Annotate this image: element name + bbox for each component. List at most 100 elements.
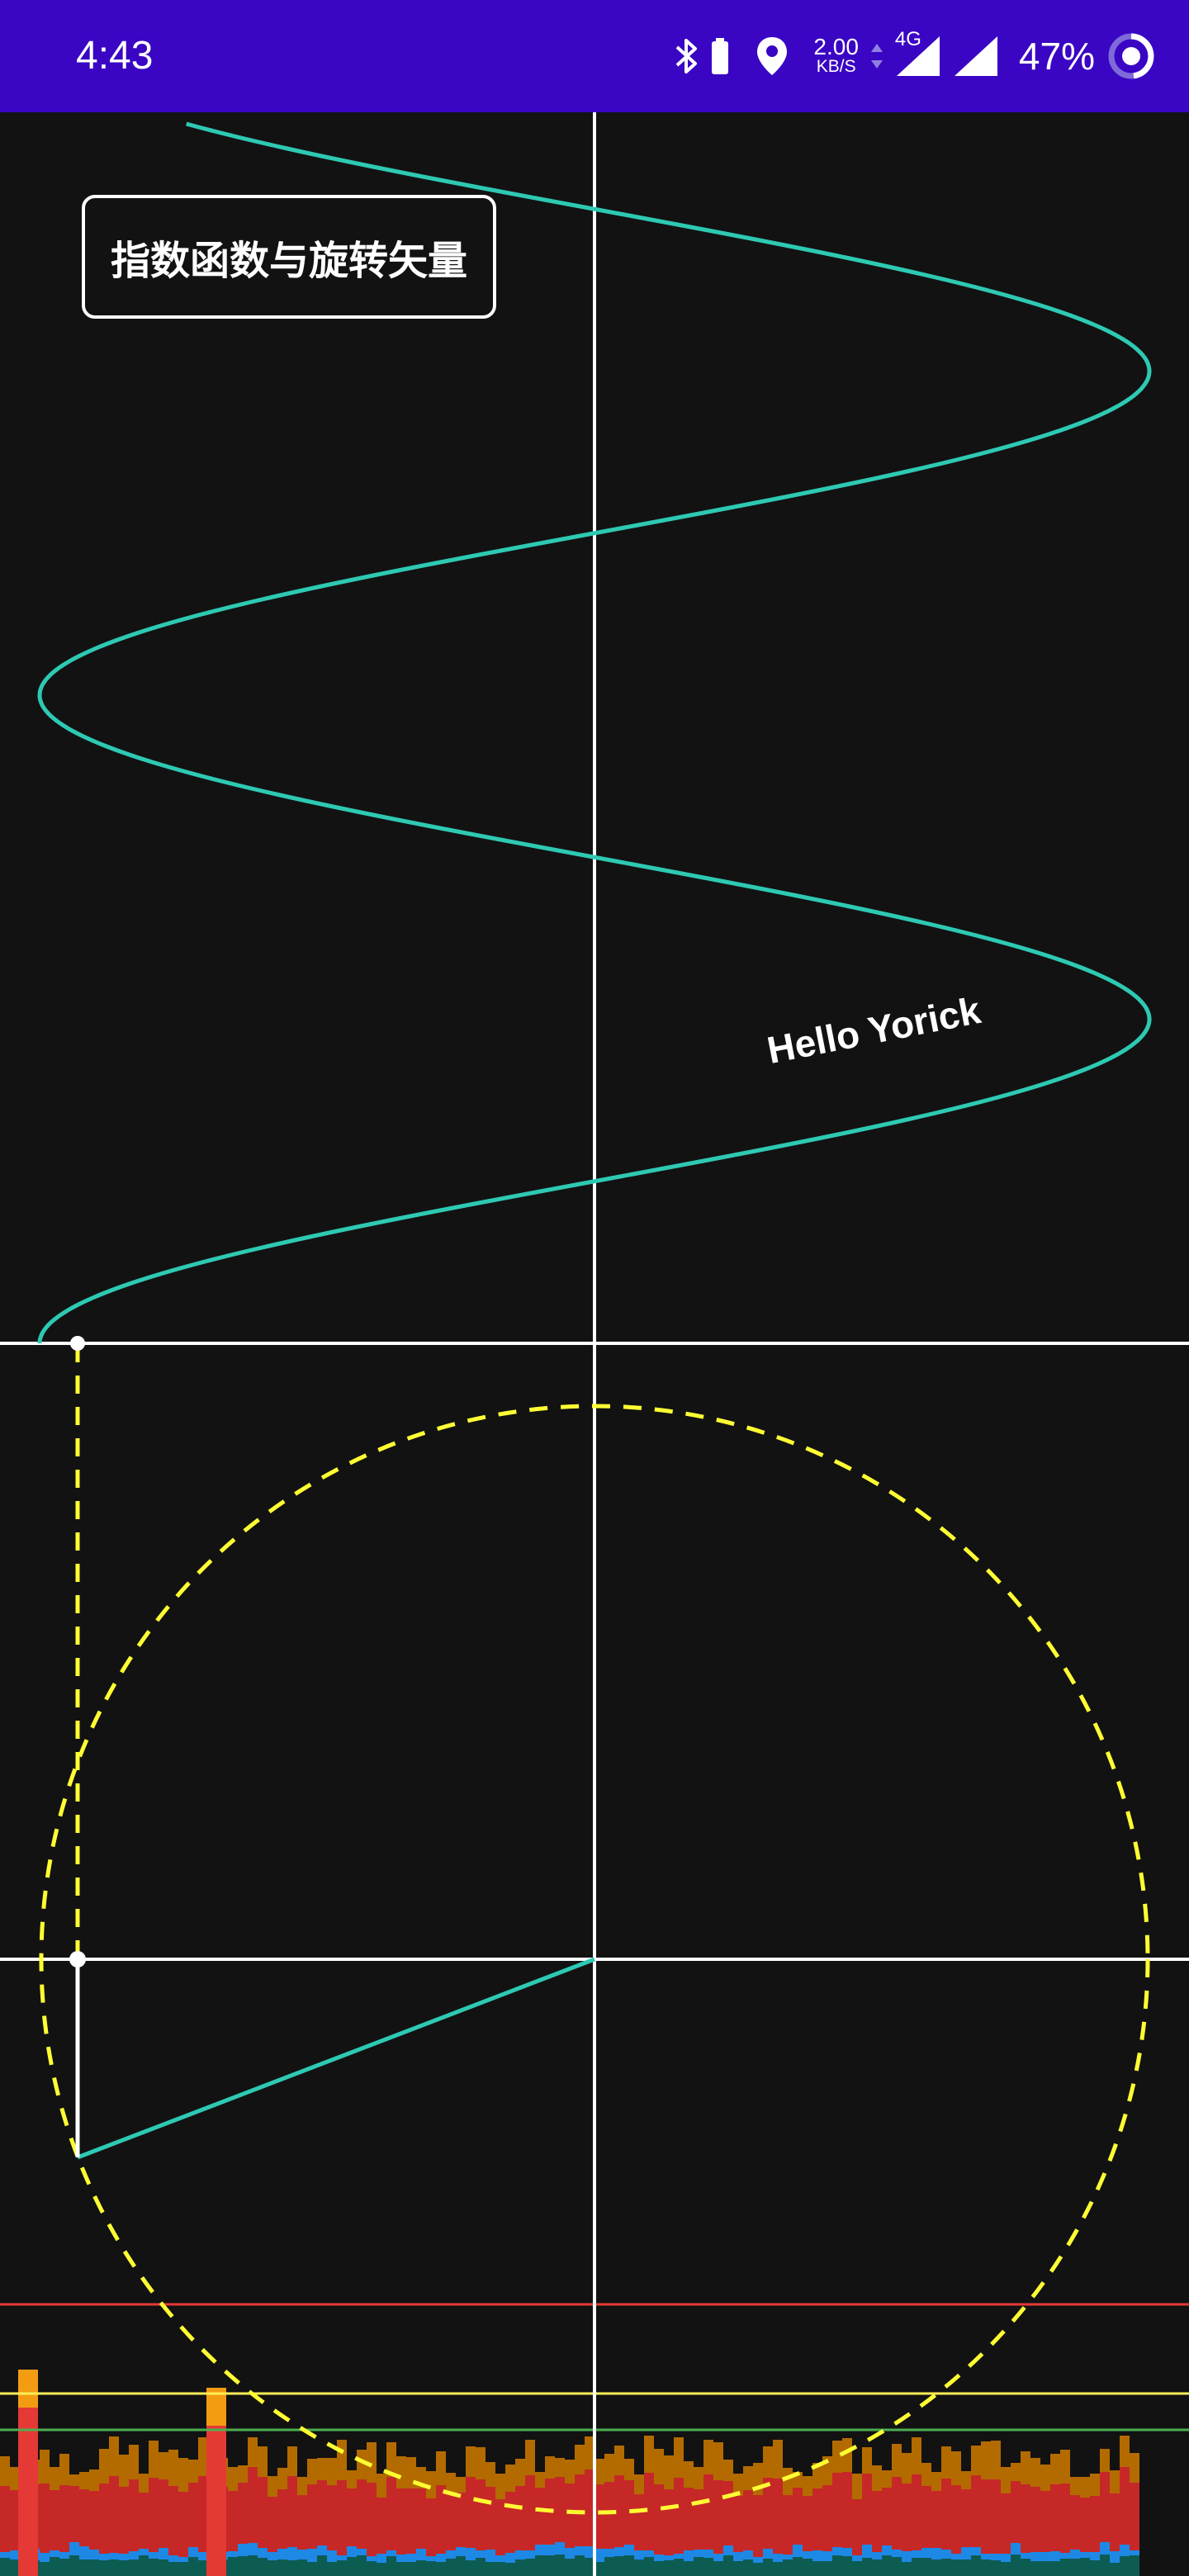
profile-bar-segment [773,2562,783,2576]
profile-bar-segment [505,2492,515,2553]
profile-bar-segment [0,2552,10,2558]
profile-bar-segment [862,2474,872,2545]
profile-bar-segment [931,2472,941,2491]
profile-bar-segment [842,2438,852,2472]
profile-bar-segment [951,2559,961,2576]
profile-bar-segment [872,2552,882,2559]
profile-bar-segment [228,2551,238,2557]
profile-bar-segment [456,2477,466,2493]
profile-bar-segment [941,2446,951,2479]
profile-bar-segment [654,2449,664,2484]
profile-bar-segment [822,2485,832,2551]
profile-bar-segment [674,2554,684,2559]
profile-bar-segment [357,2479,367,2549]
battery-ring-icon [1106,31,1156,81]
profile-bar-segment [694,2467,703,2489]
profile-bar-segment [367,2442,377,2483]
profile-bar-segment [783,2468,793,2495]
network-speed-unit: KB/S [816,57,856,76]
profile-bar-segment [743,2466,753,2490]
status-bar: 4:43 2.00 KB/S [0,0,1189,112]
profile-bar-segment [654,2555,664,2561]
profile-bar-segment [59,2559,69,2576]
profile-bar-segment [515,2459,525,2486]
profile-bar-segment [1050,2484,1060,2551]
profile-bar-segment [981,2479,991,2554]
profile-bar-segment [803,2551,812,2559]
profile-bar-segment [892,2477,902,2550]
profile-bar-segment [327,2485,337,2550]
profile-bar-segment [446,2473,456,2493]
profile-bar-segment [812,2488,822,2550]
profile-bar-segment [585,2558,594,2576]
profile-bar-segment [10,2550,20,2559]
profile-bar-segment [832,2555,842,2576]
signal-icon [896,36,940,76]
profile-bar-segment [713,2480,723,2554]
profile-bar-segment [109,2476,119,2553]
profile-bar-segment [109,2553,119,2559]
profile-bar-segment [59,2552,69,2559]
profile-bar-segment [178,2557,188,2562]
profile-bar-segment [951,2485,961,2554]
profile-bar-segment [525,2440,535,2475]
title-button[interactable]: 指数函数与旋转矢量 [82,195,496,319]
profile-bar-segment [852,2561,862,2576]
profile-bar-segment [703,2474,713,2550]
status-icons: 2.00 KB/S 4G 47% [675,25,1156,88]
profile-bar-segment [971,2547,981,2555]
profile-bar-segment [812,2550,822,2561]
profile-bar-segment [1090,2496,1100,2552]
profile-bar-segment [327,2458,337,2485]
profile-bar-segment [228,2557,238,2576]
profile-bar-segment [882,2470,892,2488]
profile-bar-segment [317,2555,327,2576]
profile-bar-segment [921,2486,931,2548]
profile-bar-segment [981,2441,991,2479]
profile-bar-segment [10,2490,20,2550]
profile-bar-segment [40,2553,50,2562]
profile-bar-segment [188,2547,198,2557]
profile-bar-segment [842,2556,852,2576]
profile-bar-segment [277,2489,287,2549]
profile-bar-segment [892,2557,902,2576]
profile-bar-segment [921,2558,931,2576]
profile-bar-segment [495,2499,505,2555]
profile-bar-segment [1021,2484,1030,2553]
profile-bar-segment [1060,2484,1070,2553]
profile-bar-segment [624,2555,634,2576]
profile-bar-segment [238,2465,248,2483]
profile-bar-segment [862,2545,872,2558]
profile-bar-segment [89,2491,99,2550]
profile-bar-segment [1080,2552,1090,2558]
profile-bar-segment [40,2484,50,2553]
profile-bar-segment [1120,2545,1130,2556]
profile-bar-segment [406,2562,416,2576]
profile-bar-segment [357,2450,367,2479]
profile-bar-segment [386,2477,396,2550]
profile-bar-segment [941,2550,951,2559]
profile-bar-segment [129,2551,139,2559]
profile-bar-segment [664,2560,674,2576]
profile-bar-segment [535,2545,545,2555]
profile-bar-segment [753,2557,763,2563]
profile-bar-segment [594,2549,604,2562]
profile-bar-segment [921,2463,931,2486]
profile-bar-segment [307,2484,317,2549]
profile-bar-segment [1050,2551,1060,2561]
profile-bar-segment [277,2559,287,2576]
profile-bar-segment [872,2559,882,2576]
profile-bar-segment [971,2475,981,2547]
profile-bar-segment [79,2546,89,2559]
profile-bar-segment [951,2451,961,2485]
profile-bar-segment [268,2497,277,2552]
profile-bar-segment [961,2559,971,2576]
profile-bar-segment [971,2446,981,2475]
profile-bar-segment [367,2561,377,2576]
battery-saver-icon [711,36,729,76]
profile-bar-segment [525,2559,535,2576]
profile-bar-segment [773,2440,783,2479]
profile-bar-segment [248,2437,258,2467]
profile-bar-segment [684,2461,694,2488]
profile-bar-segment [713,2442,723,2480]
